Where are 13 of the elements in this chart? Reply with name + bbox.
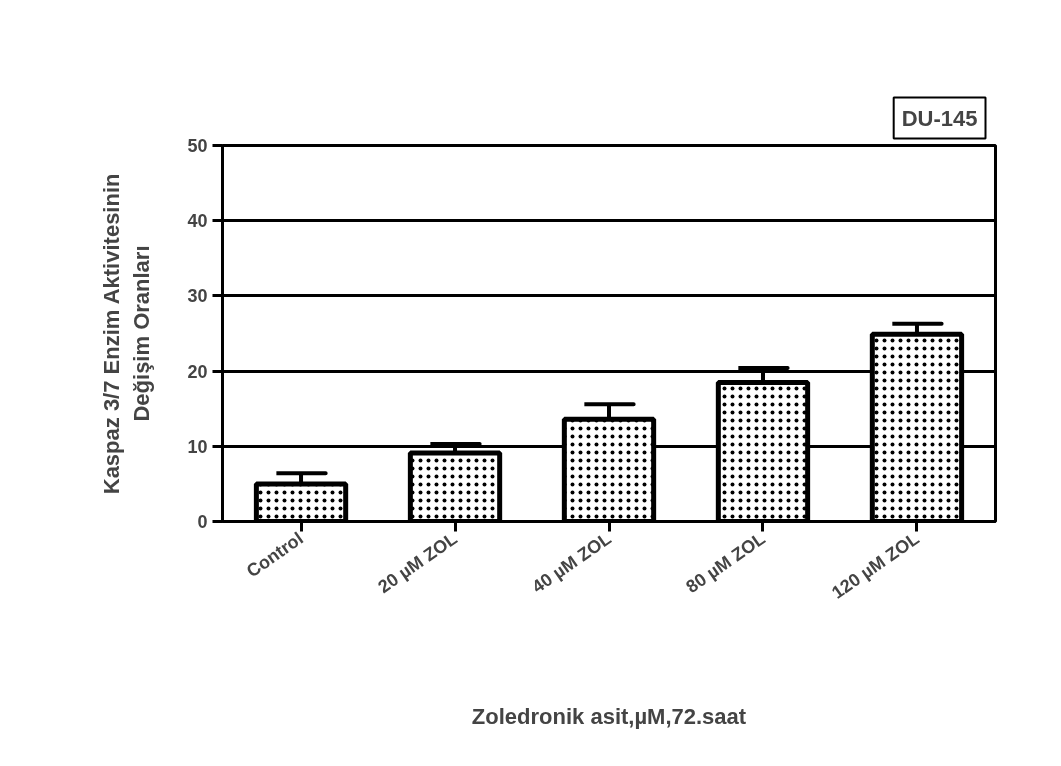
chart-title: DU-145	[901, 105, 978, 131]
x-tick-label: 20 µM ZOL	[374, 528, 461, 598]
y-axis-title: Kaspaz 3/7 Enzim Aktivitesinin Değişim Oranları	[99, 173, 155, 495]
y-tick-label: 0	[197, 512, 208, 532]
y-tick-label: 30	[187, 286, 208, 307]
y-tick-label: 20	[187, 361, 208, 382]
x-tick-label: 120 µM ZOL	[828, 528, 923, 603]
y-tick-label: 50	[187, 136, 208, 156]
x-tick-label: 40 µM ZOL	[528, 528, 615, 598]
y-tick-label: 10	[187, 436, 208, 457]
x-tick-label: 80 µM ZOL	[682, 528, 769, 598]
x-axis-title: Zoledronik asit,µM,72.saat	[471, 704, 747, 730]
y-tick-label: 40	[187, 211, 208, 232]
